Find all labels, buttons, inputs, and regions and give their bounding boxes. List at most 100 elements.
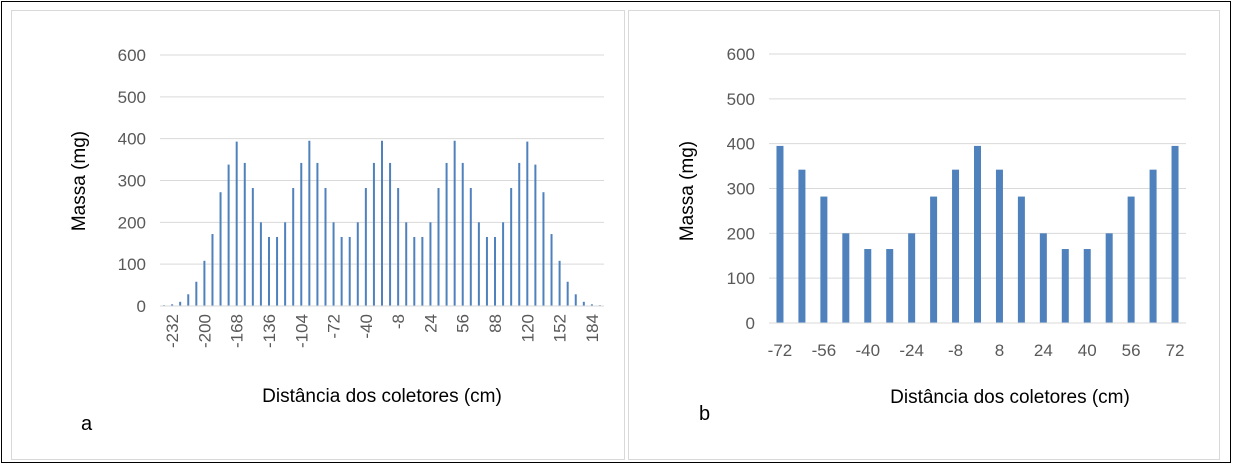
bar <box>1039 233 1047 323</box>
bar <box>381 140 383 306</box>
bar <box>566 281 569 306</box>
x-tick-label: -72 <box>325 314 344 339</box>
x-tick-label: 8 <box>995 341 1004 360</box>
x-tick-label: -104 <box>292 314 311 348</box>
bar <box>251 188 254 306</box>
bar <box>820 196 828 323</box>
x-tick-label: -8 <box>948 341 963 360</box>
chart-b-svg: 0 100 200 300 400 500 600 -72 -56 -40 -24 -8 8 24 40 56… <box>677 45 1186 408</box>
bar <box>219 192 222 306</box>
y-tick-label: 400 <box>727 135 755 154</box>
bar <box>542 192 545 306</box>
bar <box>429 222 432 306</box>
y-tick-label: 600 <box>118 46 146 65</box>
bar <box>494 236 497 306</box>
bar <box>1017 196 1025 323</box>
bar <box>405 222 408 306</box>
bar <box>397 188 400 306</box>
y-tick-label: 100 <box>727 269 755 288</box>
bar <box>510 188 513 306</box>
bar <box>502 222 505 306</box>
bar <box>842 233 850 323</box>
bar <box>558 260 561 306</box>
x-tick-label: 152 <box>551 314 570 342</box>
bar <box>179 301 182 306</box>
bar <box>437 188 440 306</box>
x-axis-title: Distância dos coletores (cm) <box>890 387 1130 408</box>
bar <box>324 188 327 306</box>
bar <box>171 304 174 306</box>
bar <box>316 162 319 306</box>
bar <box>1105 233 1113 323</box>
bar <box>332 222 335 306</box>
y-tick-label: 400 <box>118 130 146 149</box>
x-tick-label: -8 <box>389 314 408 329</box>
bar <box>461 162 464 306</box>
x-tick-label: 24 <box>421 314 440 333</box>
x-tick-label: -168 <box>228 314 247 348</box>
bar <box>582 301 585 306</box>
bar <box>1083 249 1091 323</box>
bar <box>259 222 262 306</box>
bar <box>348 236 351 306</box>
bar <box>356 222 359 306</box>
x-tick-label: 184 <box>583 314 602 342</box>
bar <box>372 162 375 306</box>
x-tick-label: 72 <box>1166 341 1185 360</box>
x-tick-label: 120 <box>518 314 537 342</box>
x-tick-label: -24 <box>899 341 924 360</box>
bar <box>1171 145 1179 323</box>
y-tick-label: 0 <box>137 297 146 316</box>
bar <box>952 169 960 323</box>
bar <box>776 145 784 323</box>
bar <box>187 294 190 306</box>
bar <box>477 222 480 306</box>
x-tick-label: -200 <box>195 314 214 348</box>
bar <box>413 236 416 306</box>
x-tick-label: -72 <box>768 341 793 360</box>
bar <box>195 281 198 306</box>
x-tick-label: -40 <box>357 314 376 339</box>
bar <box>485 236 488 306</box>
bar <box>267 236 270 306</box>
bar <box>389 162 392 306</box>
x-tick-label: 56 <box>1122 341 1141 360</box>
bar <box>300 162 303 306</box>
bar <box>995 169 1003 323</box>
panel-label-a: a <box>81 413 93 435</box>
x-tick-label: -40 <box>855 341 880 360</box>
y-tick-label: 600 <box>727 45 755 64</box>
y-tick-label: 200 <box>118 213 146 232</box>
x-tick-label: 40 <box>1078 341 1097 360</box>
bar <box>518 162 521 306</box>
bar <box>590 304 593 306</box>
bar <box>292 188 295 306</box>
bar <box>526 141 529 306</box>
bar <box>534 164 537 306</box>
y-tick-label: 0 <box>746 314 755 333</box>
bar <box>445 162 448 306</box>
bar <box>469 188 472 306</box>
x-tick-label: -232 <box>163 314 182 348</box>
bar <box>340 236 343 306</box>
chart-panel-a: 0 100 200 300 400 500 600 -232 -200 -168 -136 -104-… <box>11 10 625 460</box>
bar <box>243 162 246 306</box>
bar <box>974 145 981 323</box>
bar <box>364 188 367 306</box>
bar <box>908 233 916 323</box>
chart-panel-b: 0 100 200 300 400 500 600 -72 -56 -40 -24 -8 8 24 40 56… <box>628 10 1220 460</box>
y-tick-label: 200 <box>727 224 755 243</box>
bar <box>550 234 553 306</box>
bar <box>1149 169 1157 323</box>
panel-label-b: b <box>699 403 711 425</box>
y-tick-label: 500 <box>118 88 146 107</box>
bar <box>421 236 424 306</box>
y-axis-title: Massa (mg) <box>69 131 90 231</box>
y-tick-label: 300 <box>118 172 146 191</box>
bar <box>203 260 206 306</box>
bar <box>227 164 230 306</box>
x-axis-title: Distância dos coletores (cm) <box>262 386 502 407</box>
x-tick-label: -56 <box>812 341 837 360</box>
bar <box>1061 249 1069 323</box>
